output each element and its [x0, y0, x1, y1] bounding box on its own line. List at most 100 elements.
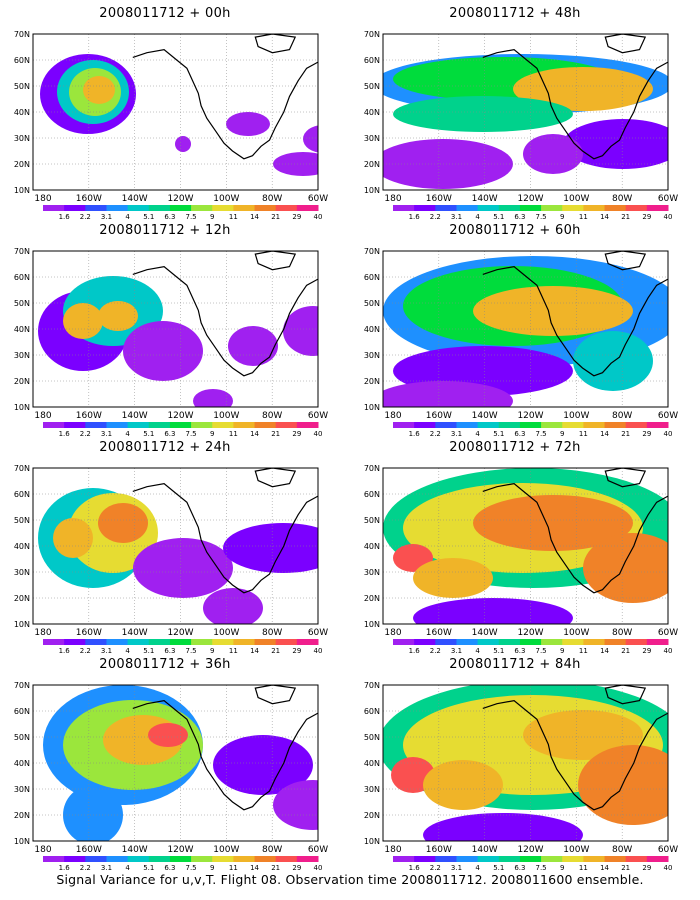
variance-contour — [148, 723, 188, 747]
lon-label: 140W — [122, 845, 148, 855]
colorbar-label: 3.1 — [451, 213, 462, 221]
lon-label: 100W — [563, 194, 589, 204]
colorbar-swatch — [477, 205, 500, 211]
variance-map: 70N 60N 50N 40N 30N 20N 10N 180 160W 140W 120W 100W… — [364, 247, 678, 438]
panel-title: 2008011712 + 48h — [449, 6, 581, 21]
lon-label: 60W — [658, 194, 678, 204]
colorbar-label: 1.6 — [59, 647, 71, 655]
colorbar-swatch — [64, 856, 86, 862]
colorbar-label: 7.5 — [186, 864, 197, 872]
colorbar-swatch — [148, 205, 171, 211]
colorbar-label: 14 — [250, 864, 259, 872]
colorbar-label: 40 — [314, 430, 323, 438]
colorbar-label: 9 — [210, 430, 214, 438]
colorbar-swatch — [85, 856, 107, 862]
colorbar-swatch — [477, 856, 500, 862]
colorbar-swatch — [646, 856, 669, 862]
colorbar-label: 6.3 — [164, 864, 175, 872]
map-frame — [32, 467, 319, 625]
lat-label: 60N — [14, 273, 30, 282]
colorbar-swatch — [85, 422, 107, 428]
lon-label: 160W — [426, 628, 452, 638]
colorbar-swatch — [583, 205, 606, 211]
lon-label: 100W — [213, 194, 239, 204]
variance-contour — [473, 495, 633, 551]
colorbar-swatch — [435, 422, 457, 428]
colorbar-label: 7.5 — [536, 430, 547, 438]
colorbar: 1.6 2.2 3.1 4 5.1 6.3 7.5 9 11 14 21 29 40 — [43, 422, 322, 438]
variance-contour — [53, 518, 93, 558]
colorbar-label: 29 — [292, 647, 301, 655]
lon-label: 80W — [612, 411, 632, 421]
variance-contour — [98, 503, 148, 543]
colorbar-swatch — [233, 639, 256, 645]
lat-label: 20N — [364, 594, 380, 603]
coastline — [604, 34, 647, 54]
lat-label: 40N — [364, 108, 380, 117]
variance-field — [383, 685, 668, 841]
coastline — [254, 468, 297, 488]
colorbar-label: 2.2 — [430, 213, 441, 221]
colorbar-swatch — [456, 856, 479, 862]
panel-title: 2008011712 + 72h — [449, 440, 581, 455]
panel-84h: 2008011712 + 84h 70N 60N 50N 40N 30N 20N 10N 18… — [350, 655, 680, 873]
variance-field — [33, 34, 318, 190]
map-frame — [32, 684, 319, 842]
colorbar-swatch — [519, 856, 542, 862]
colorbar-label: 3.1 — [451, 430, 462, 438]
colorbar-label: 11 — [579, 864, 588, 872]
colorbar-swatch — [64, 422, 86, 428]
variance-map: 70N 60N 50N 40N 30N 20N 10N 180 160W 140W 120W 100W… — [14, 30, 328, 221]
coastline — [482, 48, 668, 160]
lat-label: 50N — [364, 299, 380, 308]
lon-label: 140W — [472, 411, 498, 421]
lon-label: 180 — [34, 411, 51, 421]
colorbar-swatch — [212, 205, 234, 211]
coastline — [254, 34, 297, 54]
colorbar-label: 40 — [314, 213, 323, 221]
colorbar-swatch — [191, 639, 213, 645]
colorbar-label: 14 — [600, 864, 609, 872]
colorbar-label: 6.3 — [164, 213, 175, 221]
variance-contour — [273, 152, 318, 176]
colorbar-label: 9 — [560, 430, 564, 438]
colorbar-label: 4 — [475, 647, 480, 655]
colorbar-label: 29 — [292, 430, 301, 438]
colorbar-label: 2.2 — [80, 430, 91, 438]
colorbar-swatch — [541, 205, 563, 211]
colorbar-swatch — [127, 205, 150, 211]
colorbar-label: 5.1 — [493, 647, 504, 655]
lat-label: 30N — [14, 568, 30, 577]
panel-00h: 2008011712 + 00h 70N 60N 50N 40N 30N 20N 10N 18… — [0, 4, 330, 222]
colorbar-swatch — [562, 422, 584, 428]
lon-label: 120W — [167, 628, 193, 638]
colorbar-swatch — [625, 639, 648, 645]
lon-label: 160W — [426, 845, 452, 855]
colorbar-label: 7.5 — [186, 213, 197, 221]
coastline — [132, 699, 318, 811]
colorbar-label: 9 — [210, 213, 214, 221]
colorbar-label: 5.1 — [143, 647, 154, 655]
variance-map: 70N 60N 50N 40N 30N 20N 10N 180 160W 140W 120W 100W… — [14, 247, 328, 438]
colorbar-label: 11 — [229, 430, 238, 438]
lon-label: 100W — [213, 411, 239, 421]
lon-label: 140W — [472, 194, 498, 204]
coastline — [482, 482, 668, 594]
colorbar-label: 6.3 — [164, 647, 175, 655]
colorbar-label: 5.1 — [493, 864, 504, 872]
colorbar-swatch — [275, 856, 298, 862]
panel-36h: 2008011712 + 36h 70N 60N 50N 40N 30N 20N 10N 18… — [0, 655, 330, 873]
lat-label: 40N — [14, 108, 30, 117]
variance-contour — [273, 780, 318, 830]
colorbar-swatch — [127, 422, 150, 428]
colorbar-swatch — [519, 422, 542, 428]
variance-contour — [63, 785, 123, 841]
colorbar-label: 5.1 — [143, 864, 154, 872]
panel-title: 2008011712 + 12h — [99, 223, 231, 238]
map-frame — [32, 250, 319, 408]
lat-label: 70N — [364, 464, 380, 473]
colorbar-label: 2.2 — [80, 647, 91, 655]
variance-contour — [228, 326, 278, 366]
colorbar-swatch — [148, 639, 171, 645]
lon-label: 60W — [308, 411, 328, 421]
